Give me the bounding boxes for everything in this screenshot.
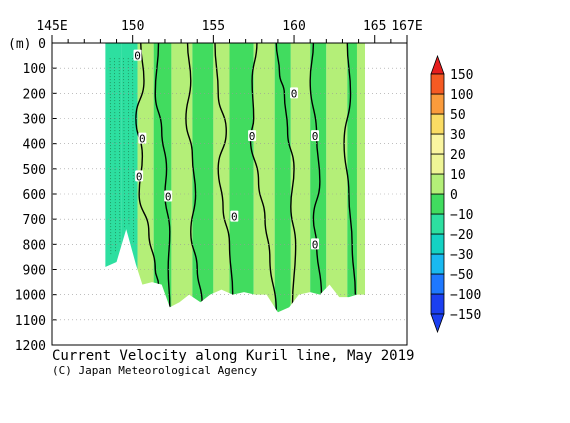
contour-label: 0 <box>139 133 146 146</box>
velocity-field <box>105 43 366 313</box>
contour-label: 0 <box>136 170 143 183</box>
colorbar-swatch <box>430 233 445 255</box>
velocity-band <box>347 43 357 313</box>
colorbar-swatch <box>430 173 445 195</box>
contour-label: 0 <box>231 211 238 224</box>
zero-contour-line <box>343 43 357 295</box>
x-tick-label: 165 <box>363 19 386 34</box>
colorbar-label: 30 <box>450 128 466 143</box>
contour-label: 0 <box>291 87 298 100</box>
colorbar-swatch <box>430 153 445 175</box>
zero-contour-line <box>154 43 171 308</box>
velocity-texture <box>114 58 116 253</box>
y-tick-label: 600 <box>23 188 46 203</box>
colorbar-label: −10 <box>450 208 473 223</box>
velocity-band <box>137 43 154 313</box>
zero-contour-line <box>249 43 277 313</box>
velocity-band <box>213 43 230 313</box>
contour-label: 0 <box>134 50 141 63</box>
contour-label-bg <box>248 130 257 142</box>
contour-label: 0 <box>312 238 319 251</box>
colorbar-label: 150 <box>450 68 473 83</box>
velocity-band <box>356 43 366 313</box>
y-tick-label: 1000 <box>15 289 46 304</box>
colorbar-swatch <box>430 93 445 115</box>
colorbar-swatch <box>430 133 445 155</box>
colorbar-swatch <box>430 113 445 135</box>
zero-contour-line <box>185 43 203 303</box>
colorbar-swatch <box>430 293 445 315</box>
x-tick-label: 145E <box>36 19 67 34</box>
zero-contour-line <box>214 43 234 295</box>
x-tick-label: 150 <box>121 19 144 34</box>
colorbar-label: −150 <box>450 308 481 323</box>
colorbar-label: 100 <box>450 88 473 103</box>
y-tick-label: 200 <box>23 87 46 102</box>
y-tick-label: 0 <box>38 37 46 52</box>
colorbar-swatch <box>430 193 445 215</box>
y-tick-label: 900 <box>23 264 46 279</box>
velocity-band <box>326 43 348 313</box>
colorbar-label: −50 <box>450 268 473 283</box>
y-unit-label: (m) <box>8 37 31 52</box>
colorbar-label: 20 <box>450 148 466 163</box>
contour-label: 0 <box>249 130 256 143</box>
y-tick-label: 500 <box>23 163 46 178</box>
velocity-texture <box>127 58 130 227</box>
y-tick-label: 300 <box>23 113 46 128</box>
colorbar-label: −20 <box>450 228 473 243</box>
velocity-texture <box>123 58 125 228</box>
colorbar-label: 10 <box>450 168 466 183</box>
contour-label: 0 <box>165 191 172 204</box>
x-tick-label: 155 <box>202 19 225 34</box>
colorbar-swatch <box>430 253 445 275</box>
velocity-band <box>105 43 122 313</box>
velocity-texture <box>132 58 134 243</box>
colorbar-label: 0 <box>450 188 458 203</box>
x-tick-label: 160 <box>282 19 305 34</box>
velocity-band <box>229 43 254 313</box>
zero-contour-line <box>275 43 297 308</box>
velocity-band <box>274 43 291 313</box>
x-axis: 145E 150 155 160 165 167E <box>36 19 423 43</box>
colorbar-cap-bottom <box>430 313 445 334</box>
y-tick-label: 1100 <box>15 314 46 329</box>
y-tick-label: 400 <box>23 138 46 153</box>
x-tick-label: 167E <box>391 19 422 34</box>
colorbar-label: −100 <box>450 288 481 303</box>
contour-label-bg <box>138 132 147 144</box>
contour-label-bg <box>311 130 320 142</box>
contour-label-bg <box>311 238 320 250</box>
chart-credit: (C) Japan Meteorological Agency <box>52 364 258 377</box>
velocity-band <box>310 43 327 313</box>
y-axis: 0 100 200 300 400 500 600 700 800 900 1000 1100 1200 <box>15 37 407 354</box>
velocity-texture <box>118 58 121 244</box>
contour-label-bg <box>133 49 142 61</box>
colorbar-cap-top <box>430 54 445 75</box>
y-tick-label: 1200 <box>15 339 46 354</box>
contour-labels: 0 0 0 0 0 0 0 0 0 <box>133 49 320 251</box>
colorbar-swatch <box>430 73 445 95</box>
y-tick-label: 100 <box>23 62 46 77</box>
contour-label: 0 <box>312 130 319 143</box>
colorbar-label: 50 <box>450 108 466 123</box>
y-tick-label: 700 <box>23 213 46 228</box>
colorbar-swatch <box>430 273 445 295</box>
contour-label-bg <box>164 190 173 202</box>
velocity-band <box>171 43 193 313</box>
contour-label-bg <box>290 87 299 99</box>
colorbar-swatch <box>430 213 445 235</box>
contour-label-bg <box>135 170 144 182</box>
chart-title: Current Velocity along Kuril line, May 2… <box>52 348 414 364</box>
velocity-band <box>192 43 214 313</box>
y-tick-label: 800 <box>23 238 46 253</box>
colorbar-label: −30 <box>450 248 473 263</box>
